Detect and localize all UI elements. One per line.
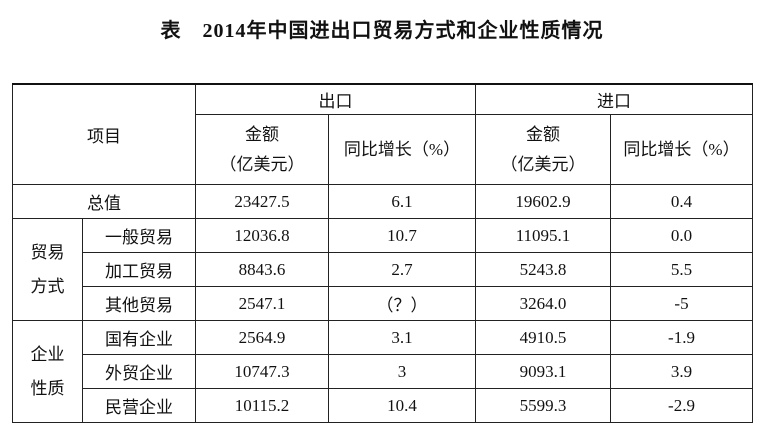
amount-header: 金额 （亿美元）	[195, 114, 329, 185]
value-cell: -2.9	[610, 388, 753, 423]
value-cell: 5599.3	[475, 388, 611, 423]
value-cell: 5.5	[610, 252, 753, 287]
row-label: 民营企业	[82, 388, 196, 423]
value-cell: 6.1	[328, 184, 476, 219]
value-cell: 4910.5	[475, 320, 611, 355]
data-row: 加工贸易 8843.6 2.7 5243.8 5.5	[13, 252, 753, 287]
value-cell: 2.7	[328, 252, 476, 287]
row-label: 总值	[12, 184, 196, 219]
data-row: 外贸企业 10747.3 3 9093.1 3.9	[13, 354, 753, 389]
group-label: 贸易方式	[30, 242, 65, 296]
growth-header: 同比增长（%）	[610, 114, 753, 185]
value-cell: 3	[328, 354, 476, 389]
value-cell: -1.9	[610, 320, 753, 355]
amount-header: 金额 （亿美元）	[475, 114, 611, 185]
value-cell: 3264.0	[475, 286, 611, 321]
import-header: 进口	[475, 83, 753, 115]
value-cell: 5243.8	[475, 252, 611, 287]
value-cell: 8843.6	[195, 252, 329, 287]
group-cell: 企业性质	[12, 320, 83, 423]
value-cell: 11095.1	[475, 218, 611, 253]
group-label: 企业性质	[30, 344, 65, 398]
export-header: 出口	[195, 83, 476, 115]
growth-header: 同比增长（%）	[328, 114, 476, 185]
data-row: 企业性质 国有企业 2564.9 3.1 4910.5 -1.9	[12, 320, 753, 423]
data-row: 其他贸易 2547.1 （？） 3264.0 -5	[13, 286, 753, 321]
value-cell: 2547.1	[195, 286, 329, 321]
group-cell: 贸易方式	[12, 218, 83, 321]
row-label: 加工贸易	[82, 252, 196, 287]
data-row: 民营企业 10115.2 10.4 5599.3 -2.9	[13, 388, 753, 423]
row-label: 外贸企业	[82, 354, 196, 389]
value-cell: -5	[610, 286, 753, 321]
value-cell: 12036.8	[195, 218, 329, 253]
value-cell: 10.4	[328, 388, 476, 423]
value-cell: 10115.2	[195, 388, 329, 423]
value-cell: 0.4	[610, 184, 753, 219]
value-cell: 10.7	[328, 218, 476, 253]
subheader-row: 金额 （亿美元） 同比增长（%） 金额 （亿美元） 同比增长（%）	[13, 114, 753, 185]
value-cell: 9093.1	[475, 354, 611, 389]
total-row: 总值 23427.5 6.1 19602.9 0.4	[12, 184, 753, 219]
amount-label: 金额	[245, 124, 279, 144]
value-cell: 23427.5	[195, 184, 329, 219]
value-cell: 3.1	[328, 320, 476, 355]
data-row: 贸易方式 一般贸易 12036.8 10.7 11095.1 0.0	[12, 218, 753, 321]
value-cell: 19602.9	[475, 184, 611, 219]
table-body: 项目 出口 进口 金额 （亿美元） 同比增长（%） 金额 （亿美元） 同比增长（%）…	[12, 83, 753, 423]
value-cell: 0.0	[610, 218, 753, 253]
value-cell: 2564.9	[195, 320, 329, 355]
row-label: 其他贸易	[82, 286, 196, 321]
value-cell: 10747.3	[195, 354, 329, 389]
header-row: 项目 出口 进口	[12, 83, 753, 185]
amount-label: 金额	[526, 124, 560, 144]
unit-label: （亿美元）	[219, 154, 305, 174]
table-title: 表 2014年中国进出口贸易方式和企业性质情况	[160, 20, 604, 42]
row-label: 国有企业	[82, 320, 196, 355]
row-label: 一般贸易	[82, 218, 196, 253]
value-cell: （？）	[328, 286, 476, 321]
data-table: 项目 出口 进口 金额 （亿美元） 同比增长（%） 金额 （亿美元） 同比增长（%）…	[12, 83, 753, 423]
unit-label: （亿美元）	[500, 154, 586, 174]
item-header: 项目	[12, 83, 196, 185]
value-cell: 3.9	[610, 354, 753, 389]
